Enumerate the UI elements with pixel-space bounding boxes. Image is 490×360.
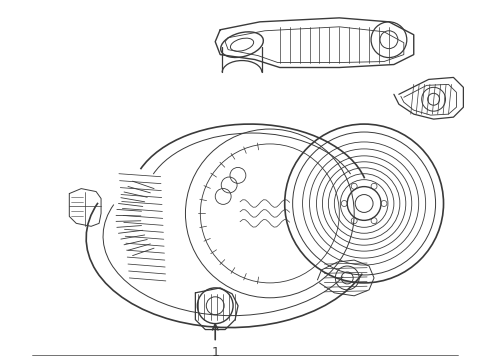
Text: 1: 1 (211, 346, 219, 359)
